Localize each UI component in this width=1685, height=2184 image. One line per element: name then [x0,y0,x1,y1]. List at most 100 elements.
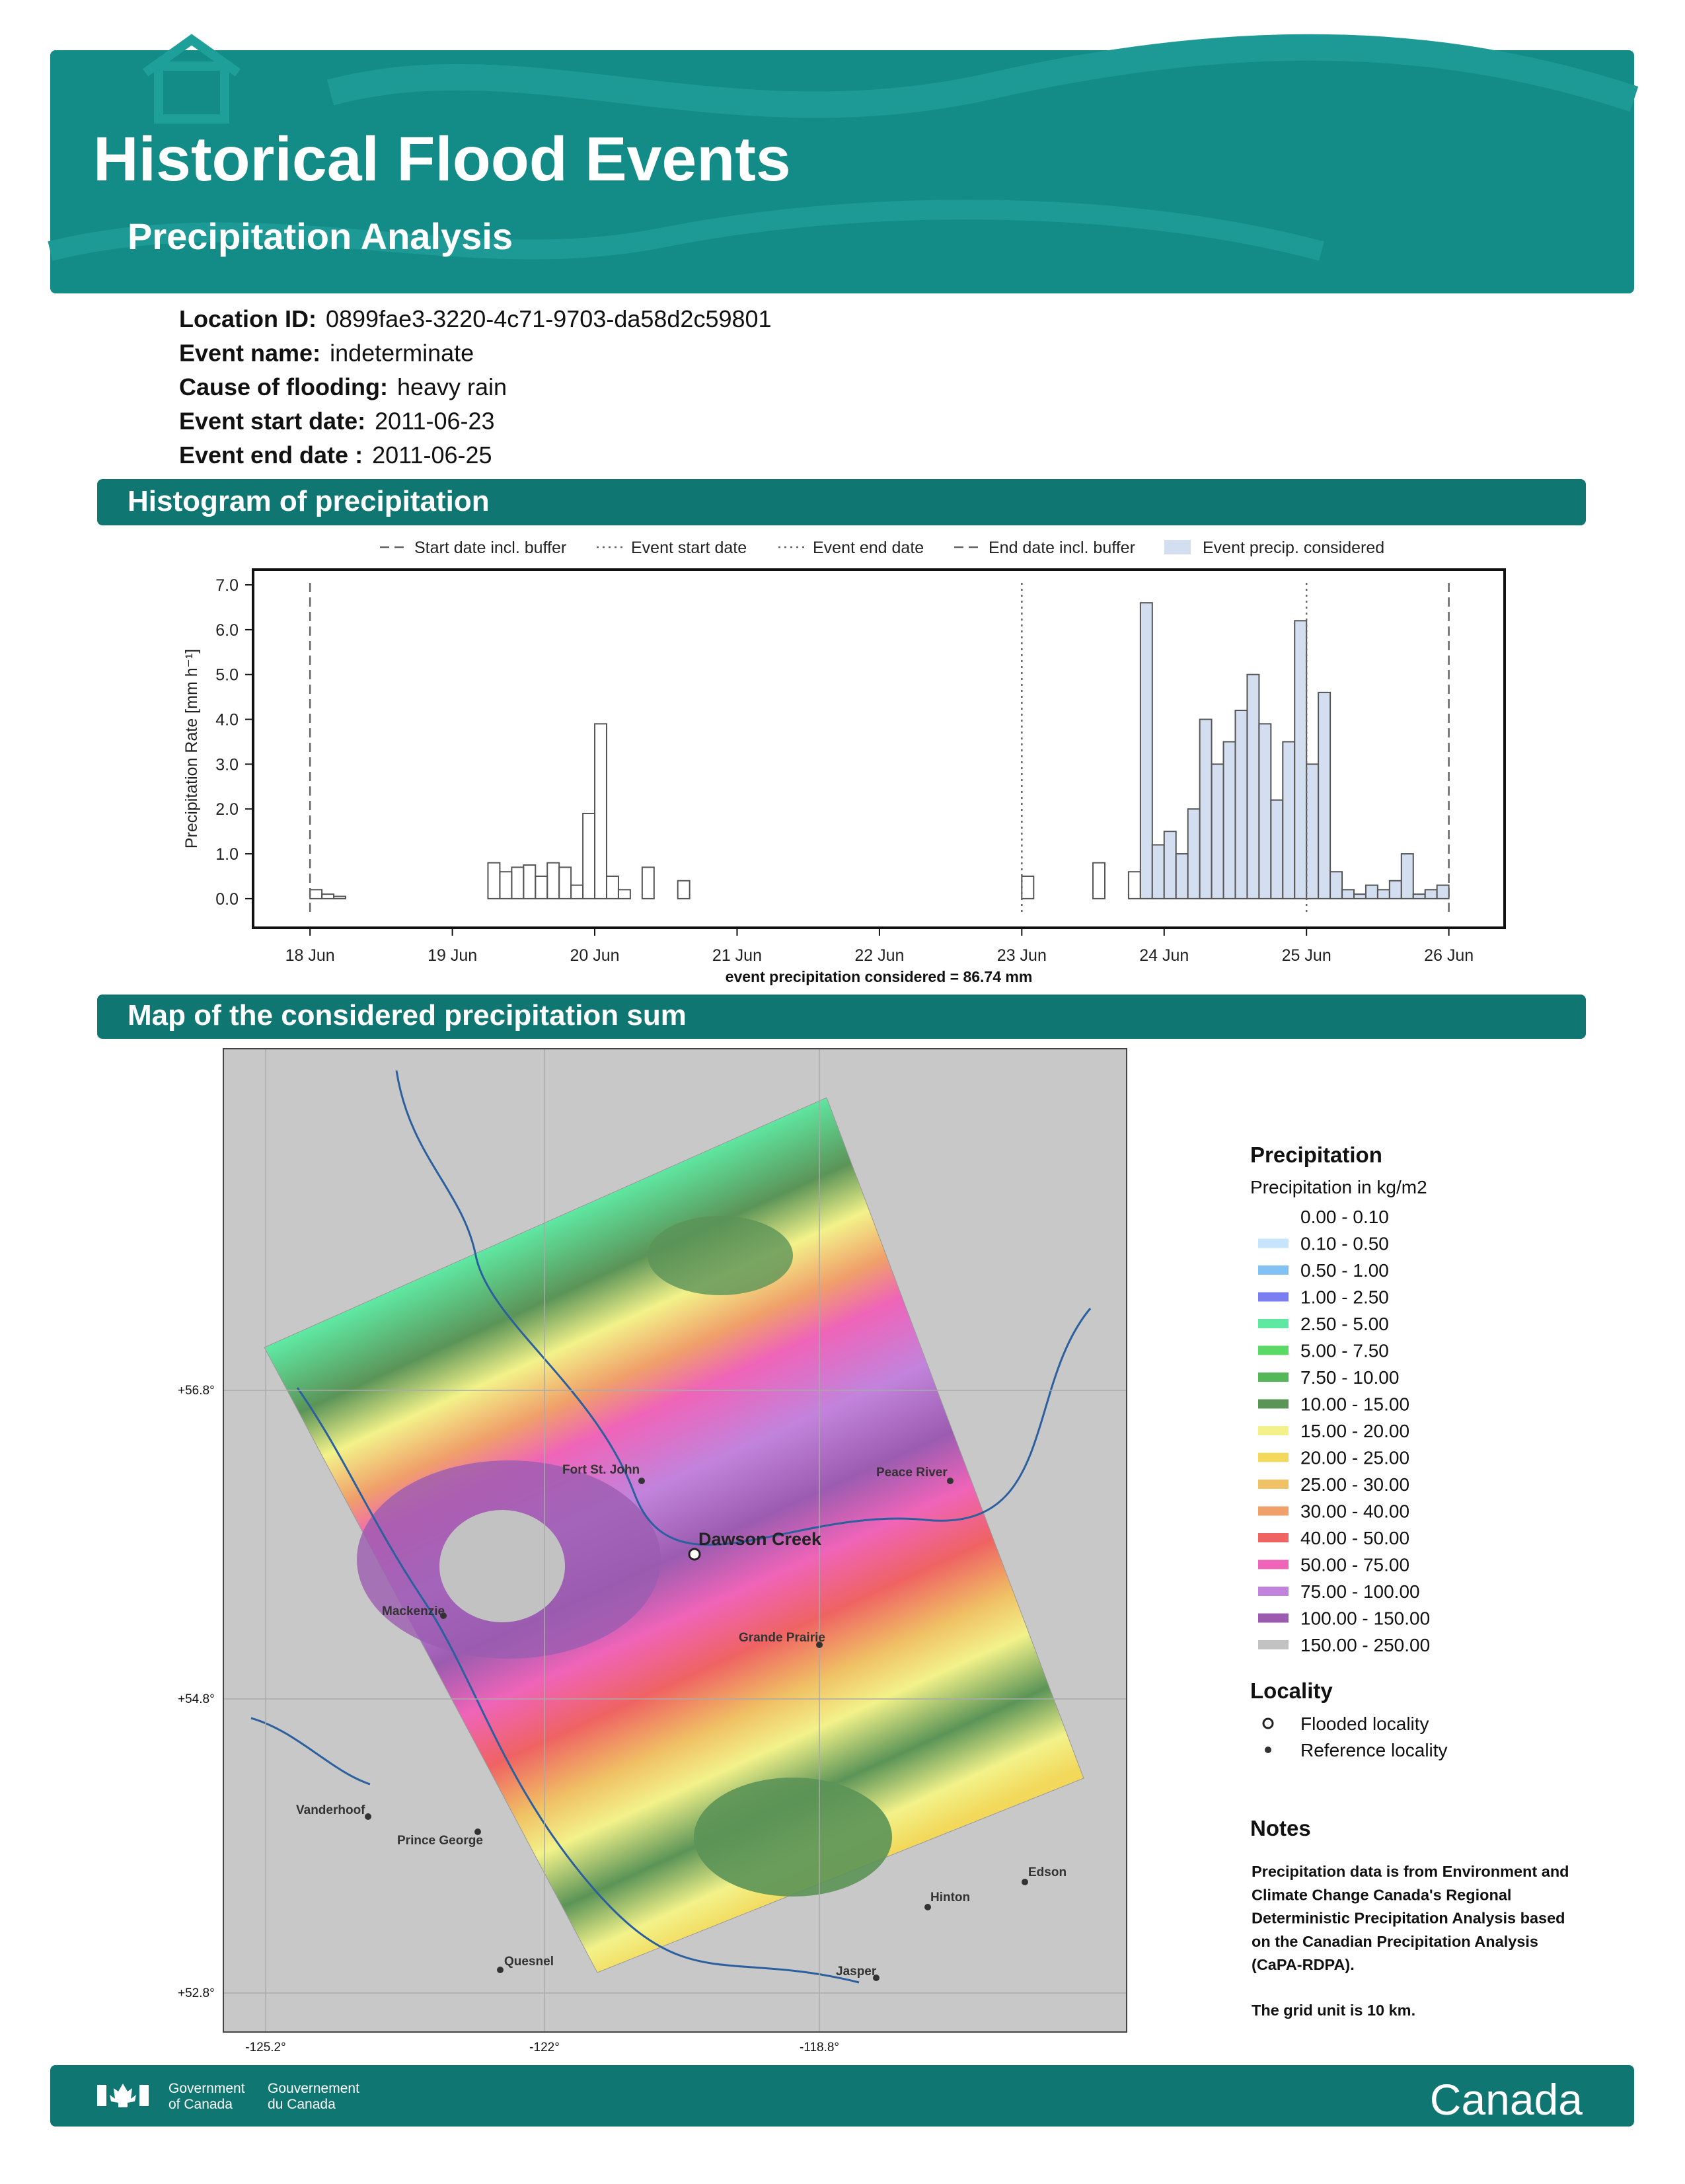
info-label: Cause of flooding: [179,373,388,400]
info-line: Cause of flooding: heavy rain [179,373,507,400]
class-label: 20.00 - 25.00 [1300,1448,1409,1468]
bin [1163,831,1177,899]
y-tick-label: 5.0 [215,666,239,685]
legend-label: Event start date [631,539,747,557]
info-line: Event end date : 2011-06-25 [179,441,492,469]
bin [487,862,501,899]
class-label: 0.10 - 0.50 [1300,1234,1389,1254]
class-label: 25.00 - 30.00 [1300,1474,1409,1495]
reference-locality [873,1975,880,1981]
x-tick-label: 18 Jun [285,946,335,965]
info-line: Location ID: 0899fae3-3220-4c71-9703-da58… [179,305,772,332]
notes-line: on the Canadian Precipitation Analysis [1252,1933,1538,1950]
lat-label: +54.8° [178,1692,215,1706]
header-logo [142,34,241,124]
bin [523,864,537,899]
class-swatch [1258,1265,1289,1275]
class-swatch [1258,1587,1289,1596]
footer-wordmark: Canada [1430,2075,1583,2124]
bin [1092,862,1105,899]
bin [1318,691,1331,899]
precip-patch [694,1778,892,1897]
legend-swatch [1164,540,1191,554]
class-label: 2.50 - 5.00 [1300,1314,1389,1334]
header-wave [48,200,1324,261]
lat-label: +52.8° [178,1986,215,2000]
bin [1246,673,1260,899]
class-label: 10.00 - 15.00 [1300,1394,1409,1415]
info-label: Event end date : [179,441,363,469]
locality-label: Edson [1028,1865,1067,1879]
x-tick-label: 24 Jun [1139,946,1189,965]
class-label: 30.00 - 40.00 [1300,1501,1409,1522]
x-tick-label: 22 Jun [854,946,904,965]
locality-label: Vanderhoof [296,1803,365,1817]
bin [582,813,596,899]
bin [1021,875,1035,899]
legend-flooded [1262,1717,1274,1729]
footer-gov-en: Government [168,2081,245,2096]
reference-locality [497,1967,504,1973]
class-label: 1.00 - 2.50 [1300,1287,1389,1308]
locality-label: Prince George [397,1834,483,1848]
legend-subtitle: Precipitation in kg/m2 [1250,1177,1427,1197]
bin [1294,620,1308,899]
class-label: 15.00 - 20.00 [1300,1421,1409,1441]
lat-label: +56.8° [178,1384,215,1398]
class-swatch [1258,1533,1289,1542]
bin [333,895,347,899]
y-tick-label: 7.0 [215,576,239,595]
footer-gov-en: of Canada [168,2097,233,2112]
legend-label: Event end date [813,539,924,557]
class-swatch [1258,1480,1289,1489]
bin [546,862,560,899]
river [250,1717,371,1786]
map [223,1049,1127,2032]
precip-field [264,1097,1084,1973]
bin [511,866,525,899]
bin [1306,763,1320,899]
class-swatch [1258,1345,1289,1355]
class-swatch [1258,1319,1289,1328]
reference-locality [924,1904,931,1910]
reference-locality [474,1828,481,1835]
bin [1139,602,1153,899]
reference-locality [1022,1879,1028,1885]
bin [1400,853,1414,899]
precip-patch [648,1216,793,1295]
lon-label: -122° [529,2041,560,2054]
y-tick-label: 3.0 [215,755,239,774]
river [395,1070,1092,1546]
class-label: 150.00 - 250.00 [1300,1635,1430,1655]
y-tick-label: 4.0 [215,711,239,730]
class-label: 5.00 - 7.50 [1300,1341,1389,1361]
bin [594,723,607,899]
y-tick-label: 1.0 [215,845,239,864]
x-tick-label: 20 Jun [570,946,620,965]
footer-bar [50,2065,1634,2127]
class-swatch [1258,1613,1289,1623]
locality-label: Peace River [876,1466,948,1480]
x-tick-label: 25 Jun [1282,946,1331,965]
notes-line: Deterministic Precipitation Analysis bas… [1252,1910,1565,1927]
info-label: Event start date: [179,408,365,435]
bin [1424,889,1438,899]
flooded-locality [688,1548,701,1561]
locality-label: Jasper [836,1965,877,1978]
bin [1376,889,1390,899]
bin [1341,889,1355,899]
class-label: 40.00 - 50.00 [1300,1528,1409,1548]
class-label: 100.00 - 150.00 [1300,1608,1430,1629]
locality-label: Grande Prairie [739,1631,825,1645]
legend-label: Start date incl. buffer [414,539,566,557]
locality-item: Reference locality [1300,1740,1448,1760]
class-swatch [1258,1212,1289,1221]
legend-title: Precipitation [1250,1143,1382,1167]
legend-reference [1265,1747,1271,1753]
class-swatch [1258,1426,1289,1435]
locality-label: Hinton [930,1891,970,1904]
header-subtitle: Precipitation Analysis [128,215,513,257]
class-swatch [1258,1452,1289,1462]
river [296,1387,860,1984]
